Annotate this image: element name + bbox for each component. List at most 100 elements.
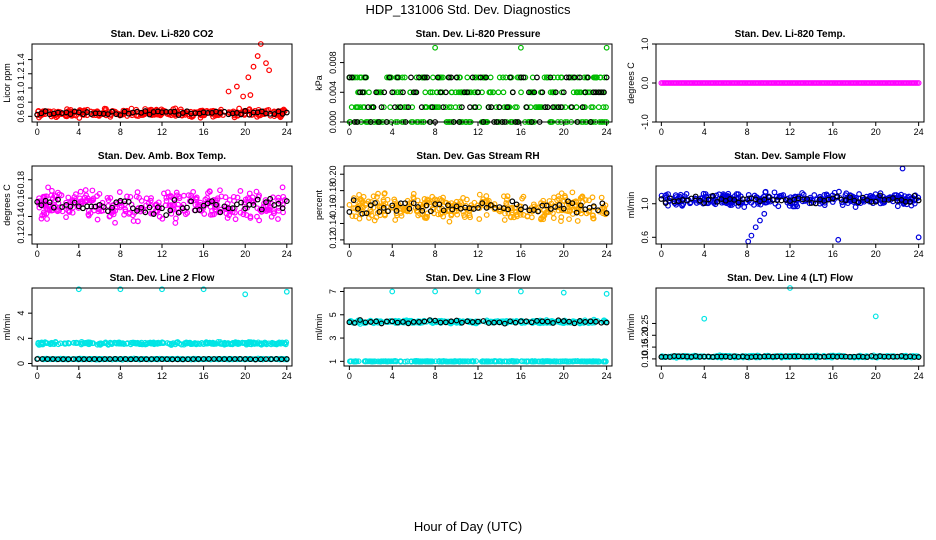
hourly-mean-point — [38, 202, 45, 209]
outlier-point — [266, 67, 273, 74]
data-point — [539, 214, 546, 220]
hourly-mean-point — [254, 196, 261, 203]
data-point — [436, 74, 443, 81]
x-tick-label: 20 — [559, 127, 569, 137]
data-point — [242, 196, 249, 203]
x-tick-label: 24 — [602, 371, 612, 381]
data-point — [359, 198, 366, 205]
data-point — [234, 356, 241, 363]
hourly-mean-point — [402, 200, 409, 207]
data-point — [85, 212, 92, 219]
hourly-mean-point — [582, 89, 589, 96]
x-tick-label: 8 — [118, 371, 123, 381]
data-point — [476, 216, 483, 222]
hourly-mean-point — [378, 320, 385, 327]
data-point — [375, 89, 382, 96]
hourly-mean-point — [448, 318, 455, 325]
data-point — [529, 208, 536, 215]
hourly-mean-point — [915, 354, 922, 360]
outlier-point — [225, 88, 232, 95]
x-tick-label: 16 — [199, 371, 209, 381]
hourly-mean-point — [142, 108, 149, 114]
subplot-title: Stan. Dev. Gas Stream RH — [416, 151, 539, 162]
hourly-mean-point — [475, 204, 481, 211]
y-tick-label: 0.0 — [640, 77, 650, 90]
hourly-mean-point — [539, 89, 546, 96]
y-tick-label: 0.14 — [328, 215, 338, 233]
data-point — [162, 202, 169, 209]
hourly-mean-point — [205, 356, 212, 362]
hourly-mean-point — [507, 318, 514, 325]
data-point — [503, 200, 510, 206]
data-point — [279, 184, 286, 191]
y-tick-label: 0.008 — [328, 51, 338, 74]
hourly-mean-point — [488, 104, 495, 111]
data-points — [34, 184, 290, 226]
hourly-mean-point — [268, 356, 275, 363]
data-point — [559, 89, 565, 96]
hourly-mean-point — [603, 210, 610, 216]
data-point — [195, 201, 201, 208]
hourly-mean-point — [81, 356, 87, 363]
hourly-mean-point — [263, 199, 269, 206]
data-point — [124, 193, 130, 200]
x-tick-label: 20 — [871, 371, 881, 381]
data-point — [438, 197, 445, 204]
hourly-mean-point — [483, 204, 490, 211]
data-point — [860, 197, 867, 204]
data-point — [243, 340, 250, 346]
hourly-mean-point — [453, 203, 460, 210]
hourly-mean-point — [389, 202, 396, 209]
hourly-mean-point — [50, 204, 57, 211]
outlier-point — [517, 44, 524, 51]
data-point — [440, 194, 446, 201]
data-point — [44, 216, 50, 222]
hourly-mean-point — [55, 196, 61, 203]
data-point — [74, 340, 81, 346]
data-point — [175, 201, 182, 208]
hourly-mean-point — [148, 356, 155, 363]
hourly-mean-point — [485, 320, 492, 326]
hourly-mean-point — [257, 356, 264, 363]
hourly-mean-point — [129, 205, 136, 212]
outlier-point — [761, 210, 768, 217]
x-tick-label: 20 — [240, 371, 250, 381]
data-point — [476, 191, 483, 198]
data-point — [274, 109, 281, 116]
hourly-mean-point — [449, 206, 456, 213]
data-point — [117, 204, 123, 211]
data-point — [472, 74, 478, 81]
data-point — [598, 194, 605, 201]
x-tick-label: 12 — [473, 249, 483, 259]
hourly-mean-point — [448, 74, 455, 81]
outlier-point — [254, 53, 261, 59]
hourly-mean-point — [125, 198, 132, 205]
y-tick-label: 4 — [16, 311, 26, 316]
hourly-mean-point — [184, 108, 190, 115]
hourly-mean-point — [445, 202, 451, 209]
data-point — [512, 358, 519, 365]
hourly-mean-point — [146, 111, 153, 118]
hourly-mean-point — [389, 318, 396, 325]
y-tick-label: 5 — [328, 312, 338, 317]
data-point — [585, 89, 591, 96]
outlier-point — [240, 93, 247, 100]
x-tick-label: 24 — [602, 249, 612, 259]
data-point — [566, 216, 572, 223]
hourly-mean-point — [504, 104, 511, 111]
hourly-mean-point — [263, 356, 269, 363]
outlier-point — [560, 289, 567, 296]
data-point — [62, 113, 69, 120]
hourly-mean-point — [415, 204, 421, 210]
outlier-point — [475, 288, 481, 295]
x-tick-label: 20 — [240, 127, 250, 137]
x-tick-label: 0 — [347, 371, 352, 381]
hourly-mean-point — [550, 104, 556, 111]
y-axis-label: ml/min — [2, 314, 12, 341]
hourly-mean-point — [453, 317, 460, 324]
data-point — [852, 196, 859, 203]
hourly-mean-point — [231, 356, 238, 362]
subplot-title: Stan. Dev. Li-820 Temp. — [735, 29, 846, 40]
outlier-point — [757, 217, 763, 224]
outlier-point — [389, 288, 396, 295]
